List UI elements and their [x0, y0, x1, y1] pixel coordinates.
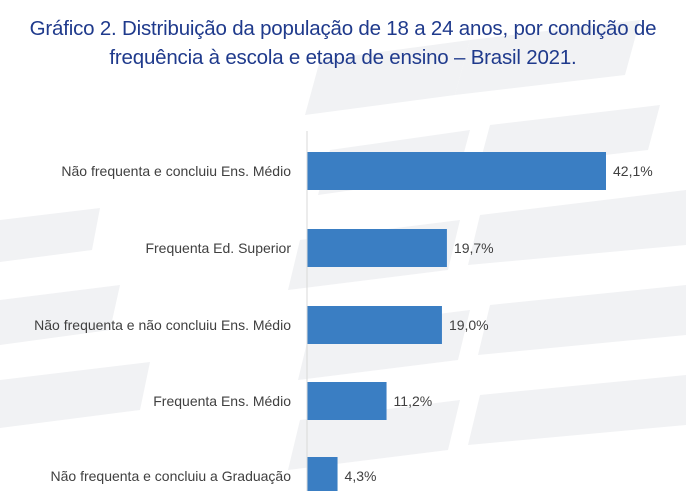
- data-label: 11,2%: [394, 393, 433, 409]
- category-label: Frequenta Ens. Médio: [153, 393, 291, 409]
- data-label: 4,3%: [345, 468, 377, 484]
- chart-title: Gráfico 2. Distribuição da população de …: [0, 14, 686, 72]
- bar: [307, 229, 447, 267]
- data-label: 19,7%: [454, 240, 494, 256]
- category-label: Frequenta Ed. Superior: [145, 240, 291, 256]
- bar: [307, 457, 338, 491]
- bar: [307, 152, 606, 190]
- category-label: Não frequenta e concluiu Ens. Médio: [61, 163, 291, 179]
- bar: [307, 382, 387, 420]
- chart-title-line-1: Gráfico 2. Distribuição da população de …: [29, 17, 657, 40]
- chart-title-line-2: frequência à escola e etapa de ensino – …: [109, 46, 577, 69]
- data-label: 19,0%: [449, 317, 489, 333]
- data-label: 42,1%: [613, 163, 653, 179]
- category-label: Não frequenta e concluiu a Graduação: [51, 468, 292, 484]
- bar: [307, 306, 442, 344]
- category-label: Não frequenta e não concluiu Ens. Médio: [34, 317, 291, 333]
